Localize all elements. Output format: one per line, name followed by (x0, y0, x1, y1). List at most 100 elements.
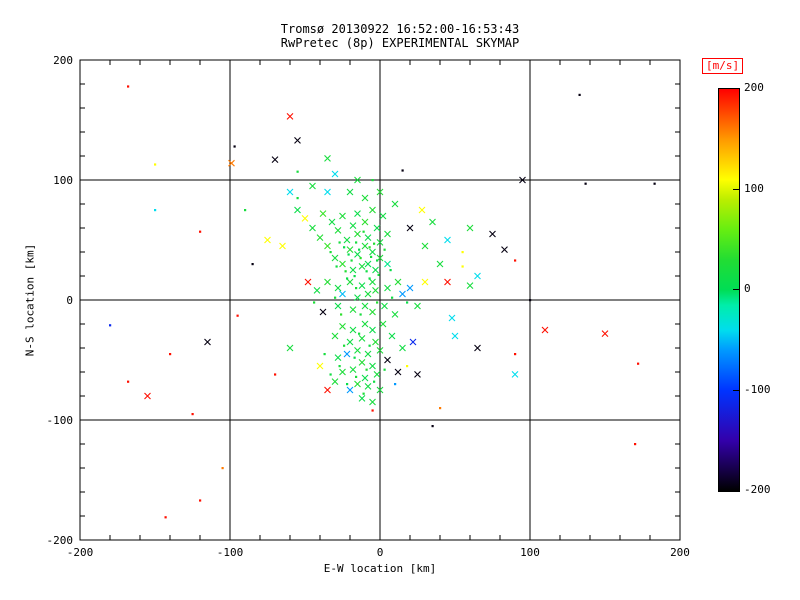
data-point-cross (331, 170, 339, 178)
data-point-dot (358, 332, 361, 335)
data-point-dot (329, 373, 332, 376)
data-point-dot (514, 259, 517, 262)
data-point-dot (334, 296, 337, 299)
data-point-dot (653, 182, 656, 185)
data-point-cross (361, 194, 369, 202)
data-point-dot (406, 365, 409, 368)
data-point-dot (634, 443, 637, 446)
data-point-dot (368, 246, 371, 249)
data-point-dot (344, 270, 347, 273)
data-point-cross (264, 236, 271, 244)
data-point-dot (127, 85, 130, 88)
data-point-cross (334, 302, 342, 310)
data-point-cross (361, 320, 369, 328)
data-point-dot (346, 277, 349, 280)
data-point-cross (369, 248, 376, 256)
data-point-cross (324, 155, 331, 162)
data-point-cross (501, 246, 508, 253)
data-point-cross (421, 278, 429, 286)
data-point-dot (376, 301, 379, 304)
data-point-cross (309, 224, 316, 232)
data-point-cross (399, 344, 406, 352)
y-tick-label: -100 (47, 414, 74, 427)
data-point-cross (349, 222, 357, 229)
data-point-cross (421, 242, 429, 250)
y-tick-label: 0 (66, 294, 73, 307)
data-point-dot (347, 253, 350, 256)
data-point-cross (339, 212, 346, 220)
data-point-cross (406, 224, 414, 232)
data-point-cross (144, 392, 151, 400)
data-point-dot (578, 93, 581, 96)
data-point-dot (340, 313, 343, 316)
data-point-cross (358, 282, 366, 289)
data-point-cross (319, 210, 327, 217)
data-point-cross (324, 386, 331, 394)
data-point-cross (204, 338, 211, 346)
data-point-dot (394, 383, 397, 386)
data-point-dot (368, 344, 371, 347)
data-point-cross (519, 176, 526, 184)
data-point-cross (354, 251, 361, 258)
data-point-cross (384, 284, 391, 292)
data-point-dot (376, 259, 379, 262)
data-point-cross (349, 366, 357, 373)
data-point-cross (369, 398, 376, 406)
data-point-cross (391, 311, 399, 318)
data-point-dot (127, 380, 130, 383)
data-point-dot (353, 275, 356, 278)
colorbar-tick-mark (733, 490, 739, 491)
data-point-dot (313, 301, 316, 304)
data-point-cross (414, 302, 421, 310)
data-point-cross (346, 188, 354, 196)
data-point-cross (286, 113, 294, 120)
data-point-dot (164, 516, 167, 519)
data-point-cross (354, 230, 361, 238)
data-point-cross (376, 188, 384, 196)
data-point-cross (379, 212, 387, 220)
data-point-cross (418, 206, 426, 214)
data-point-cross (361, 242, 369, 250)
data-point-dot (461, 265, 464, 268)
data-point-dot (251, 263, 254, 266)
data-point-dot (461, 251, 464, 254)
data-point-dot (355, 287, 358, 290)
data-point-cross (448, 314, 456, 322)
data-point-cross (324, 188, 331, 196)
data-point-dot (391, 296, 394, 299)
data-point-dot (439, 407, 442, 410)
data-point-dot (359, 257, 362, 260)
data-point-dot (338, 241, 341, 244)
data-point-dot (529, 299, 532, 302)
data-point-dot (370, 255, 373, 258)
data-point-cross (369, 308, 376, 316)
data-point-dot (109, 324, 112, 327)
x-tick-label: 0 (377, 546, 384, 559)
data-point-dot (329, 251, 332, 254)
colorbar-tick-label: -100 (744, 383, 771, 396)
data-point-cross (376, 347, 384, 354)
data-point-cross (354, 176, 361, 184)
data-point-dot (365, 368, 368, 371)
data-point-dot (406, 301, 409, 304)
data-point-cross (354, 294, 361, 301)
data-point-dot (359, 313, 362, 316)
data-point-dot (377, 273, 380, 276)
data-point-cross (394, 368, 402, 376)
data-point-cross (313, 287, 321, 294)
data-point-cross (601, 330, 609, 337)
data-point-cross (384, 260, 391, 268)
data-point-cross (381, 302, 388, 310)
data-point-dot (154, 163, 157, 166)
data-point-dot (199, 230, 202, 233)
data-point-cross (376, 386, 384, 394)
data-point-cross (358, 395, 366, 402)
data-point-cross (369, 326, 376, 334)
data-point-cross (358, 359, 366, 366)
data-point-dot (233, 145, 236, 148)
data-point-cross (444, 236, 451, 244)
y-axis-label: N-S location [km] (23, 243, 37, 357)
data-point-cross (358, 335, 366, 342)
